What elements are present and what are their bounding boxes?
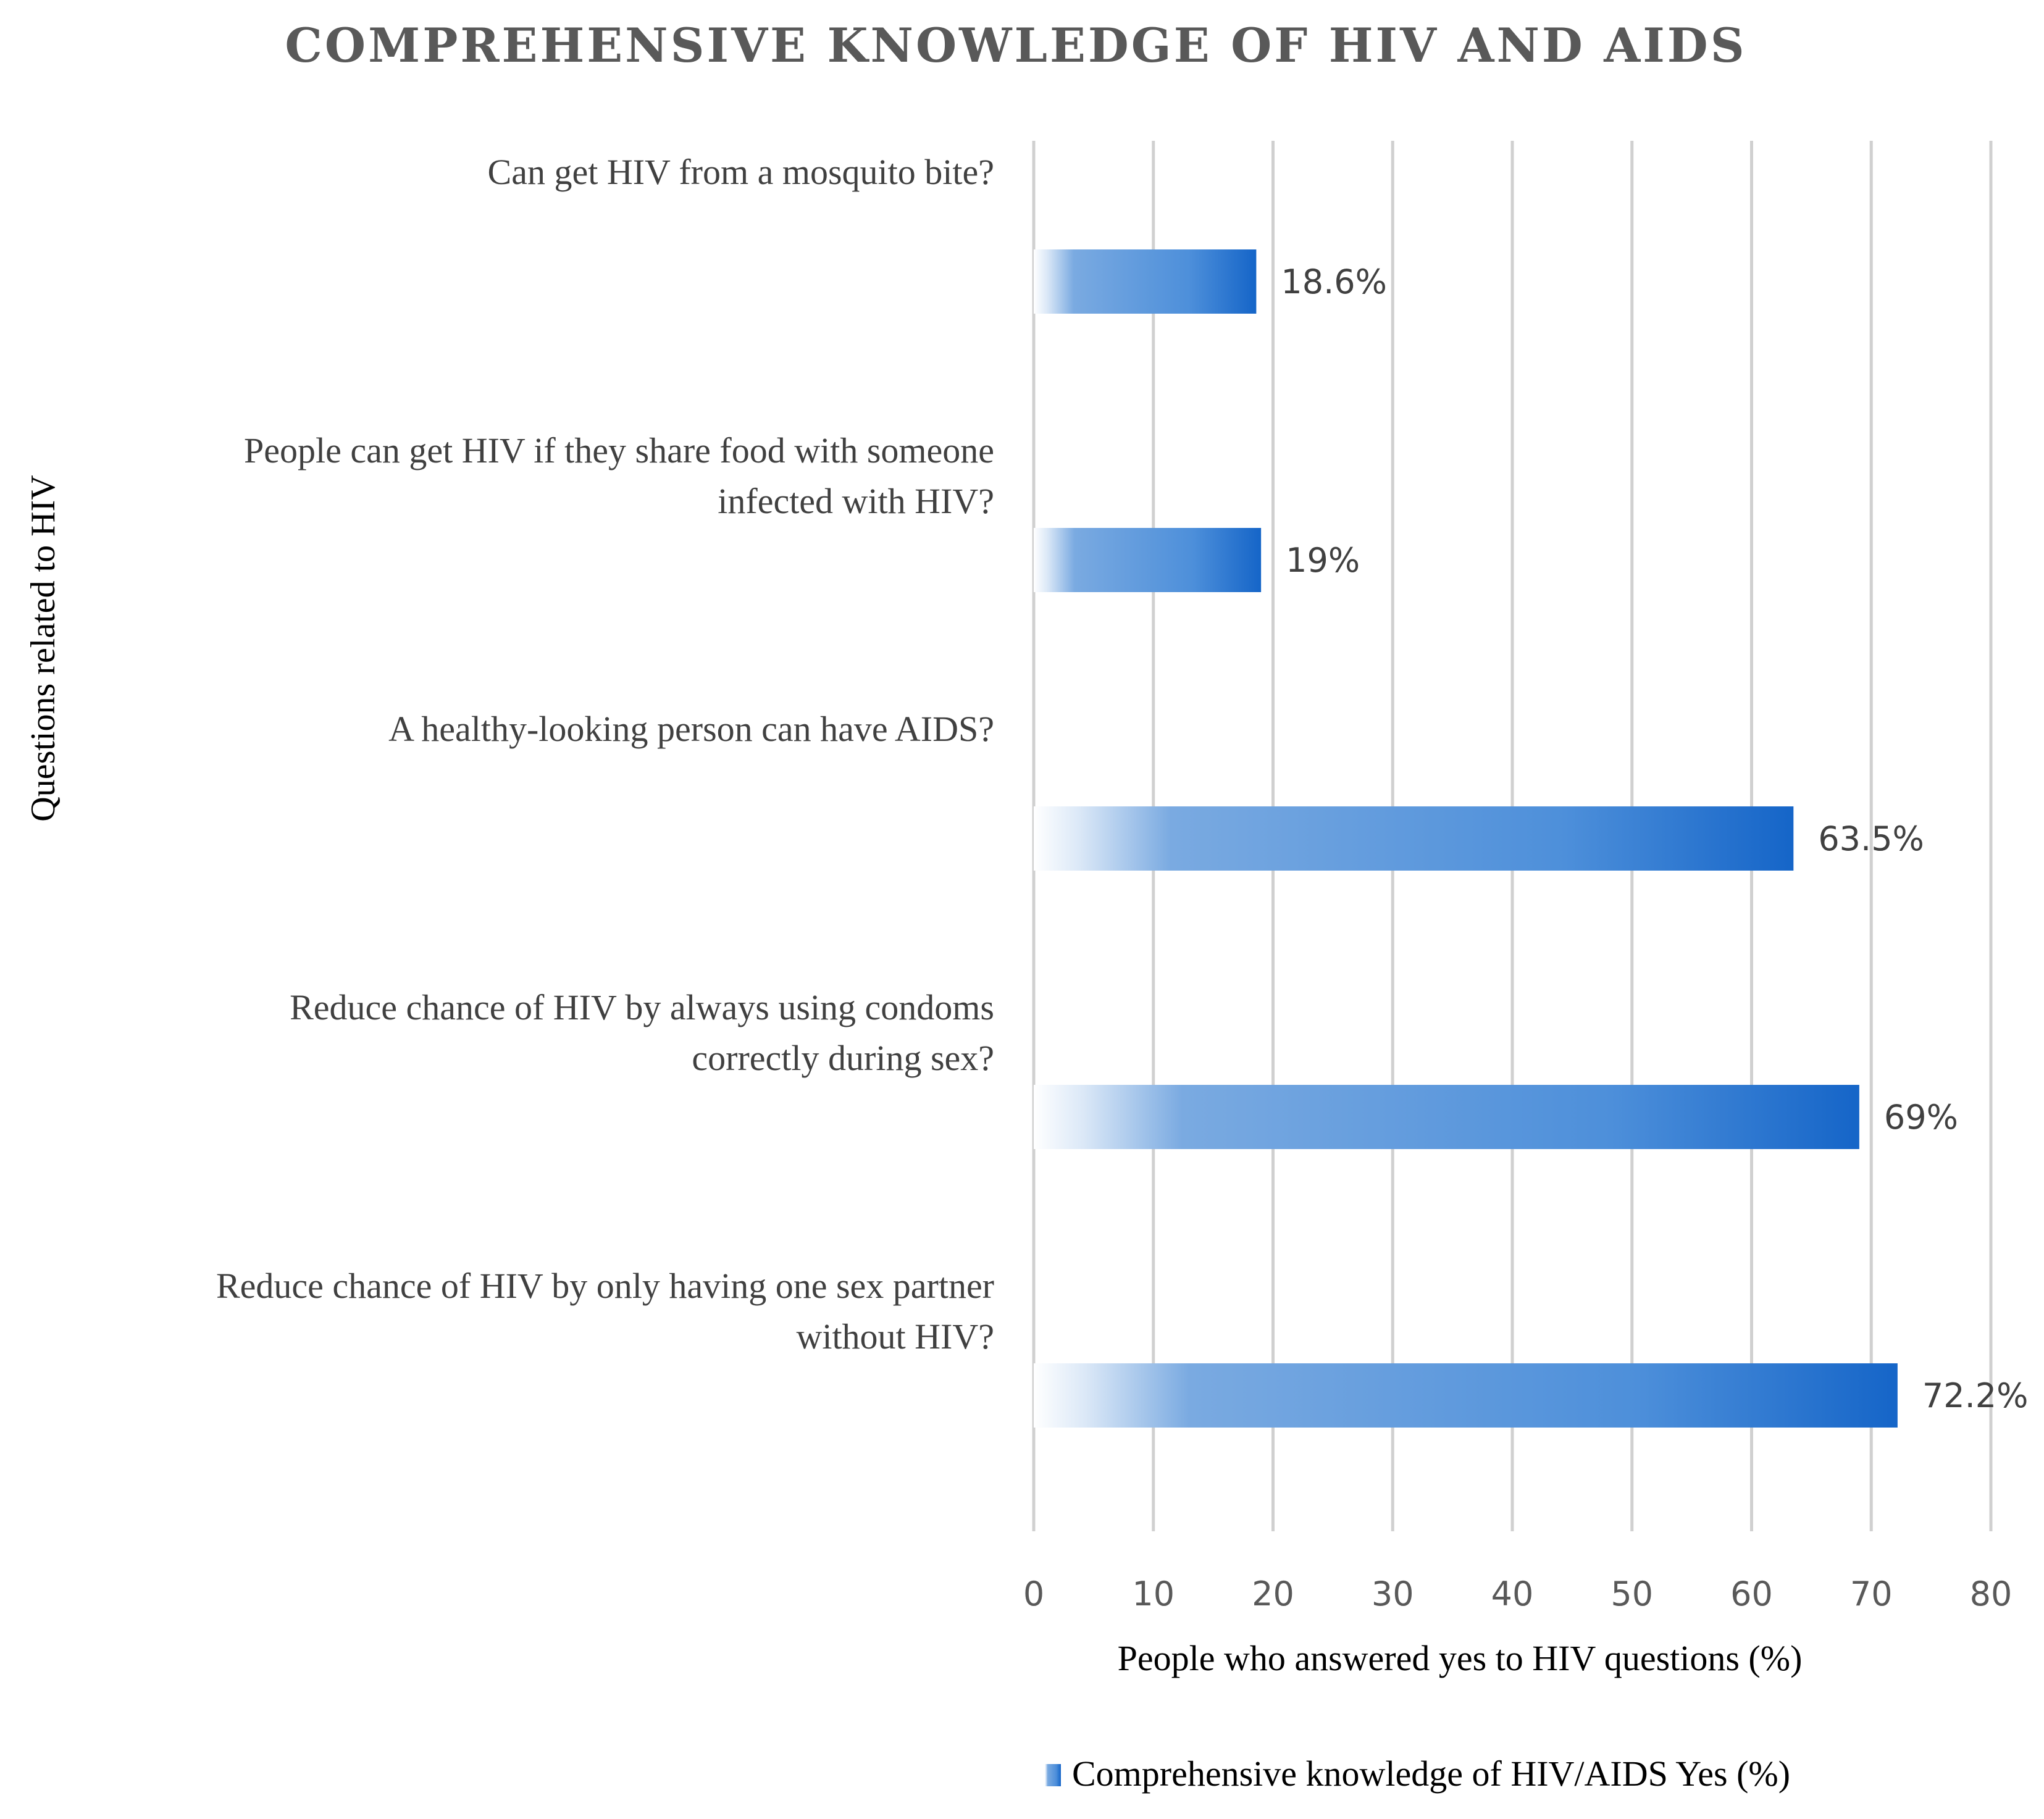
category-label: Can get HIV from a mosquito bite? xyxy=(488,152,994,192)
category-label: Reduce chance of HIV by only having one … xyxy=(216,1266,994,1306)
data-label: 63.5% xyxy=(1818,819,1924,858)
legend: Comprehensive knowledge of HIV/AIDS Yes … xyxy=(1045,1754,1790,1794)
data-label: 18.6% xyxy=(1281,262,1387,301)
x-tick-label: 30 xyxy=(1372,1574,1414,1613)
data-label: 72.2% xyxy=(1922,1376,2029,1415)
data-label: 19% xyxy=(1286,541,1360,580)
x-tick-label: 10 xyxy=(1132,1574,1175,1613)
category-label: correctly during sex? xyxy=(692,1038,994,1078)
category-label: without HIV? xyxy=(796,1316,994,1357)
x-tick-label: 60 xyxy=(1730,1574,1773,1613)
x-tick-label: 70 xyxy=(1850,1574,1893,1613)
bars xyxy=(1034,249,1898,1428)
bar xyxy=(1034,806,1794,871)
category-label: People can get HIV if they share food wi… xyxy=(244,430,994,470)
bar xyxy=(1034,249,1257,314)
bar xyxy=(1034,528,1262,592)
category-labels: Can get HIV from a mosquito bite? People … xyxy=(216,152,994,1357)
x-tick-label: 40 xyxy=(1491,1574,1534,1613)
x-tick-label: 50 xyxy=(1610,1574,1653,1613)
bar xyxy=(1034,1085,1859,1149)
y-axis-title: Questions related to HIV xyxy=(24,475,62,821)
x-tick-labels: 0 10 20 30 40 50 60 70 80 xyxy=(1023,1574,2013,1613)
category-label: A healthy-looking person can have AIDS? xyxy=(388,709,994,749)
x-tick-label: 80 xyxy=(1970,1574,2013,1613)
category-label: infected with HIV? xyxy=(718,481,994,521)
legend-swatch xyxy=(1045,1764,1061,1786)
legend-label: Comprehensive knowledge of HIV/AIDS Yes … xyxy=(1072,1754,1790,1794)
x-tick-label: 20 xyxy=(1252,1574,1294,1613)
x-axis-title: People who answered yes to HIV questions… xyxy=(1118,1638,1803,1678)
chart-title: COMPREHENSIVE KNOWLEDGE OF HIV AND AIDS xyxy=(285,18,1746,73)
category-label: Reduce chance of HIV by always using con… xyxy=(290,987,994,1027)
x-tick-label: 0 xyxy=(1023,1574,1044,1613)
data-label: 69% xyxy=(1884,1098,1958,1137)
data-labels: 18.6% 19% 63.5% 69% 72.2% xyxy=(1281,262,2028,1415)
bar xyxy=(1034,1363,1898,1428)
